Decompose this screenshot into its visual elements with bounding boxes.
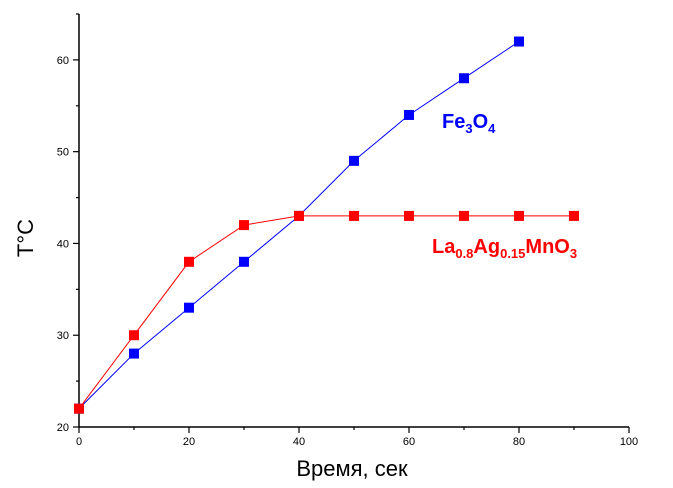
y-axis-title: T°C — [13, 219, 38, 257]
x-tick-label: 20 — [183, 436, 195, 448]
data-point-0 — [459, 73, 469, 84]
y-tick-label: 60 — [57, 55, 69, 67]
data-point-1 — [569, 210, 579, 221]
x-tick-label: 40 — [293, 436, 305, 448]
series-label-1: La0.8Ag0.15MnO3 — [432, 236, 577, 261]
data-point-0 — [404, 109, 414, 120]
x-tick-label: 100 — [620, 436, 638, 448]
data-point-1 — [514, 210, 524, 221]
data-point-0 — [239, 256, 249, 267]
data-point-1 — [294, 210, 304, 221]
series-markers — [74, 36, 579, 414]
series-labels: Fe3O4 La0.8Ag0.15MnO3 — [432, 111, 577, 261]
data-point-1 — [129, 330, 139, 341]
data-point-1 — [239, 220, 249, 231]
series-lines — [78, 41, 574, 409]
data-point-1 — [349, 210, 359, 221]
data-point-1 — [184, 256, 194, 267]
y-tick-label: 40 — [57, 238, 69, 250]
data-point-0 — [514, 36, 524, 47]
series-line-0 — [78, 41, 520, 409]
y-tick-label: 30 — [57, 330, 69, 342]
data-point-1 — [74, 403, 84, 414]
series-label-0: Fe3O4 — [442, 111, 496, 136]
data-point-0 — [129, 348, 139, 359]
data-point-0 — [184, 302, 194, 313]
x-tick-label: 60 — [403, 436, 415, 448]
data-point-1 — [404, 210, 414, 221]
y-tick-label: 50 — [57, 147, 69, 159]
x-axis-title: Время, сек — [296, 456, 408, 481]
data-point-0 — [349, 155, 359, 166]
x-tick-label: 0 — [76, 436, 82, 448]
x-tick-label: 80 — [513, 436, 525, 448]
series-line-1 — [78, 215, 574, 409]
axes: 0 20 40 60 80 100 20 30 40 50 60 — [57, 13, 638, 448]
data-point-1 — [459, 210, 469, 221]
y-tick-label: 20 — [57, 422, 69, 434]
